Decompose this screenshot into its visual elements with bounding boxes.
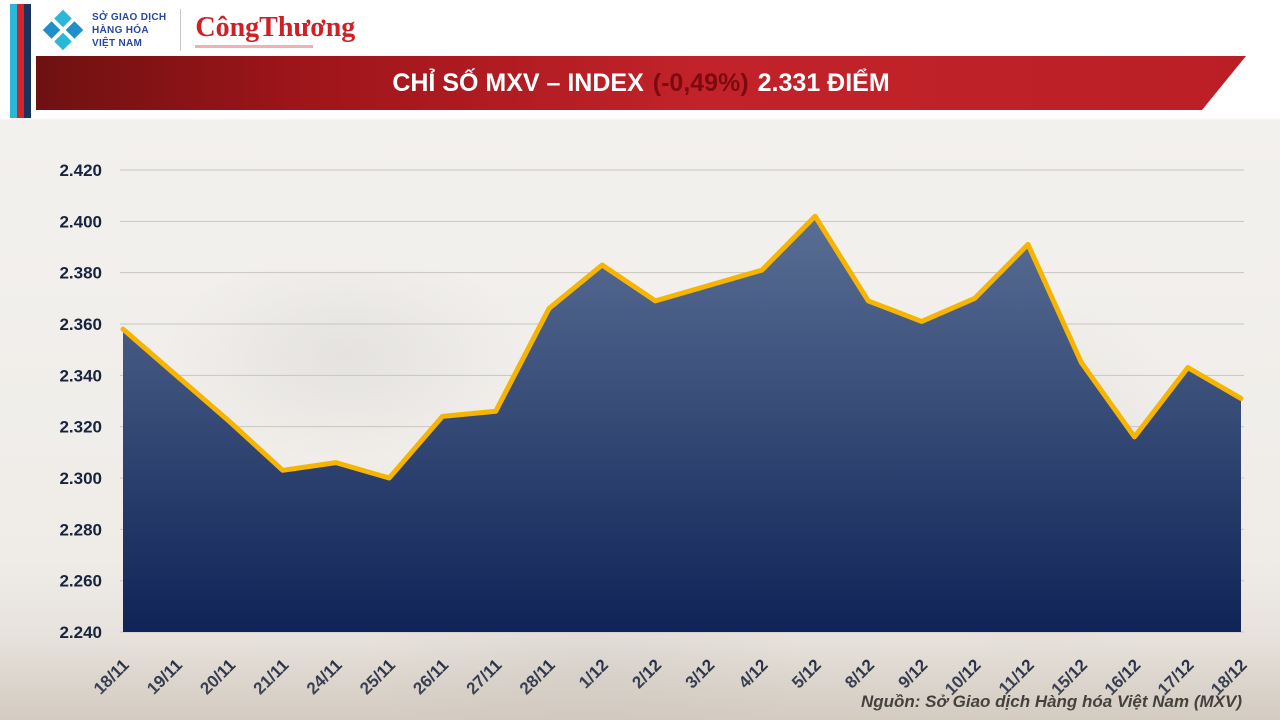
x-axis-tick: 2/12	[628, 655, 665, 692]
mxv-org-name: SỞ GIAO DỊCH HÀNG HÓA VIỆT NAM	[92, 11, 166, 50]
congthuong-tagline-rule	[195, 44, 314, 48]
y-axis-tick: 2.260	[59, 572, 102, 591]
y-axis-tick: 2.320	[59, 418, 102, 437]
y-axis-tick: 2.380	[59, 264, 102, 283]
chart-area: 2.420 2.400 2.380 2.360 2.340 2.320 2.300 2.280…	[0, 120, 1280, 720]
x-axis-tick: 24/11	[303, 655, 346, 698]
mxv-org-line2: HÀNG HÓA	[92, 24, 149, 36]
mxv-diamond-icon	[42, 9, 84, 51]
area-fill	[123, 216, 1241, 632]
x-axis-tick: 3/12	[682, 655, 719, 692]
banner-change-percent: (-0,49%)	[652, 68, 749, 97]
y-axis-tick: 2.240	[59, 623, 102, 642]
x-axis-tick: 21/11	[250, 655, 293, 698]
x-axis-tick: 5/12	[788, 655, 825, 692]
logo-divider	[180, 9, 182, 51]
congthuong-wordmark: CôngThương	[195, 11, 356, 43]
x-axis-tick: 4/12	[735, 655, 772, 692]
y-axis-tick: 2.360	[59, 315, 102, 334]
y-axis-tick: 2.420	[59, 161, 102, 180]
congthuong-logo: CôngThương	[195, 11, 356, 48]
y-axis-tick: 2.340	[59, 366, 102, 385]
mxv-org-line3: VIỆT NAM	[92, 37, 143, 49]
x-axis-tick: 8/12	[841, 655, 878, 692]
header: SỞ GIAO DỊCH HÀNG HÓA VIỆT NAM CôngThươn…	[42, 6, 355, 54]
x-axis-tick: 9/12	[895, 655, 932, 692]
index-chart: 2.420 2.400 2.380 2.360 2.340 2.320 2.300 2.280…	[59, 161, 1250, 699]
y-axis-tick: 2.280	[59, 520, 102, 539]
x-axis-tick: 1/12	[575, 655, 612, 692]
stripe-cyan	[10, 4, 17, 118]
index-line	[120, 213, 1244, 481]
x-axis-tick: 20/11	[196, 655, 239, 698]
title-banner: CHỈ SỐ MXV – INDEX (-0,49%) 2.331 ĐIỂM	[36, 56, 1246, 110]
x-axis-tick: 18/11	[90, 655, 133, 698]
x-axis-tick: 25/11	[356, 655, 399, 698]
mxv-org-line1: SỞ GIAO DỊCH	[92, 11, 167, 23]
banner-title: CHỈ SỐ MXV – INDEX	[392, 68, 644, 97]
stripe-red	[17, 4, 24, 118]
x-axis-tick: 26/11	[409, 655, 452, 698]
x-axis-tick: 19/11	[143, 655, 186, 698]
banner-index-value: 2.331 ĐIỂM	[757, 68, 890, 97]
stripe-navy	[24, 4, 31, 118]
mxv-logo: SỞ GIAO DỊCH HÀNG HÓA VIỆT NAM	[42, 9, 166, 51]
x-axis-tick: 27/11	[463, 655, 506, 698]
source-note: Nguồn: Sở Giao dịch Hàng hóa Việt Nam (M…	[860, 692, 1242, 711]
edge-stripes	[10, 4, 31, 118]
y-axis-tick: 2.400	[59, 212, 102, 231]
y-axis-tick: 2.300	[59, 469, 102, 488]
x-axis-tick: 28/11	[516, 655, 559, 698]
